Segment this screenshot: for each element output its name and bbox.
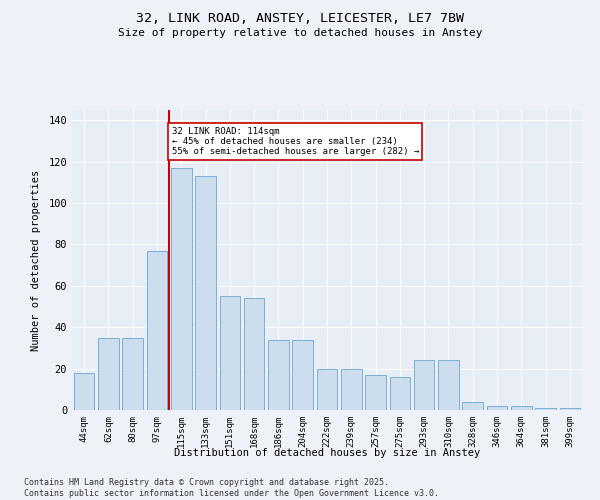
Bar xyxy=(487,406,508,410)
Text: Size of property relative to detached houses in Anstey: Size of property relative to detached ho… xyxy=(118,28,482,38)
Bar xyxy=(244,298,265,410)
Bar xyxy=(195,176,216,410)
Bar xyxy=(535,408,556,410)
Text: Distribution of detached houses by size in Anstey: Distribution of detached houses by size … xyxy=(174,448,480,458)
Bar xyxy=(511,406,532,410)
Bar xyxy=(98,338,119,410)
Bar xyxy=(365,375,386,410)
Bar xyxy=(122,338,143,410)
Text: 32 LINK ROAD: 114sqm
← 45% of detached houses are smaller (234)
55% of semi-deta: 32 LINK ROAD: 114sqm ← 45% of detached h… xyxy=(172,126,419,156)
Bar xyxy=(146,250,167,410)
Bar xyxy=(317,368,337,410)
Bar xyxy=(268,340,289,410)
Bar xyxy=(560,408,580,410)
Bar xyxy=(292,340,313,410)
Text: Contains HM Land Registry data © Crown copyright and database right 2025.
Contai: Contains HM Land Registry data © Crown c… xyxy=(24,478,439,498)
Bar xyxy=(463,402,483,410)
Bar xyxy=(341,368,362,410)
Bar xyxy=(74,373,94,410)
Bar xyxy=(389,377,410,410)
Y-axis label: Number of detached properties: Number of detached properties xyxy=(31,170,41,350)
Bar xyxy=(438,360,459,410)
Bar xyxy=(220,296,240,410)
Bar xyxy=(414,360,434,410)
Bar xyxy=(171,168,191,410)
Text: 32, LINK ROAD, ANSTEY, LEICESTER, LE7 7BW: 32, LINK ROAD, ANSTEY, LEICESTER, LE7 7B… xyxy=(136,12,464,26)
